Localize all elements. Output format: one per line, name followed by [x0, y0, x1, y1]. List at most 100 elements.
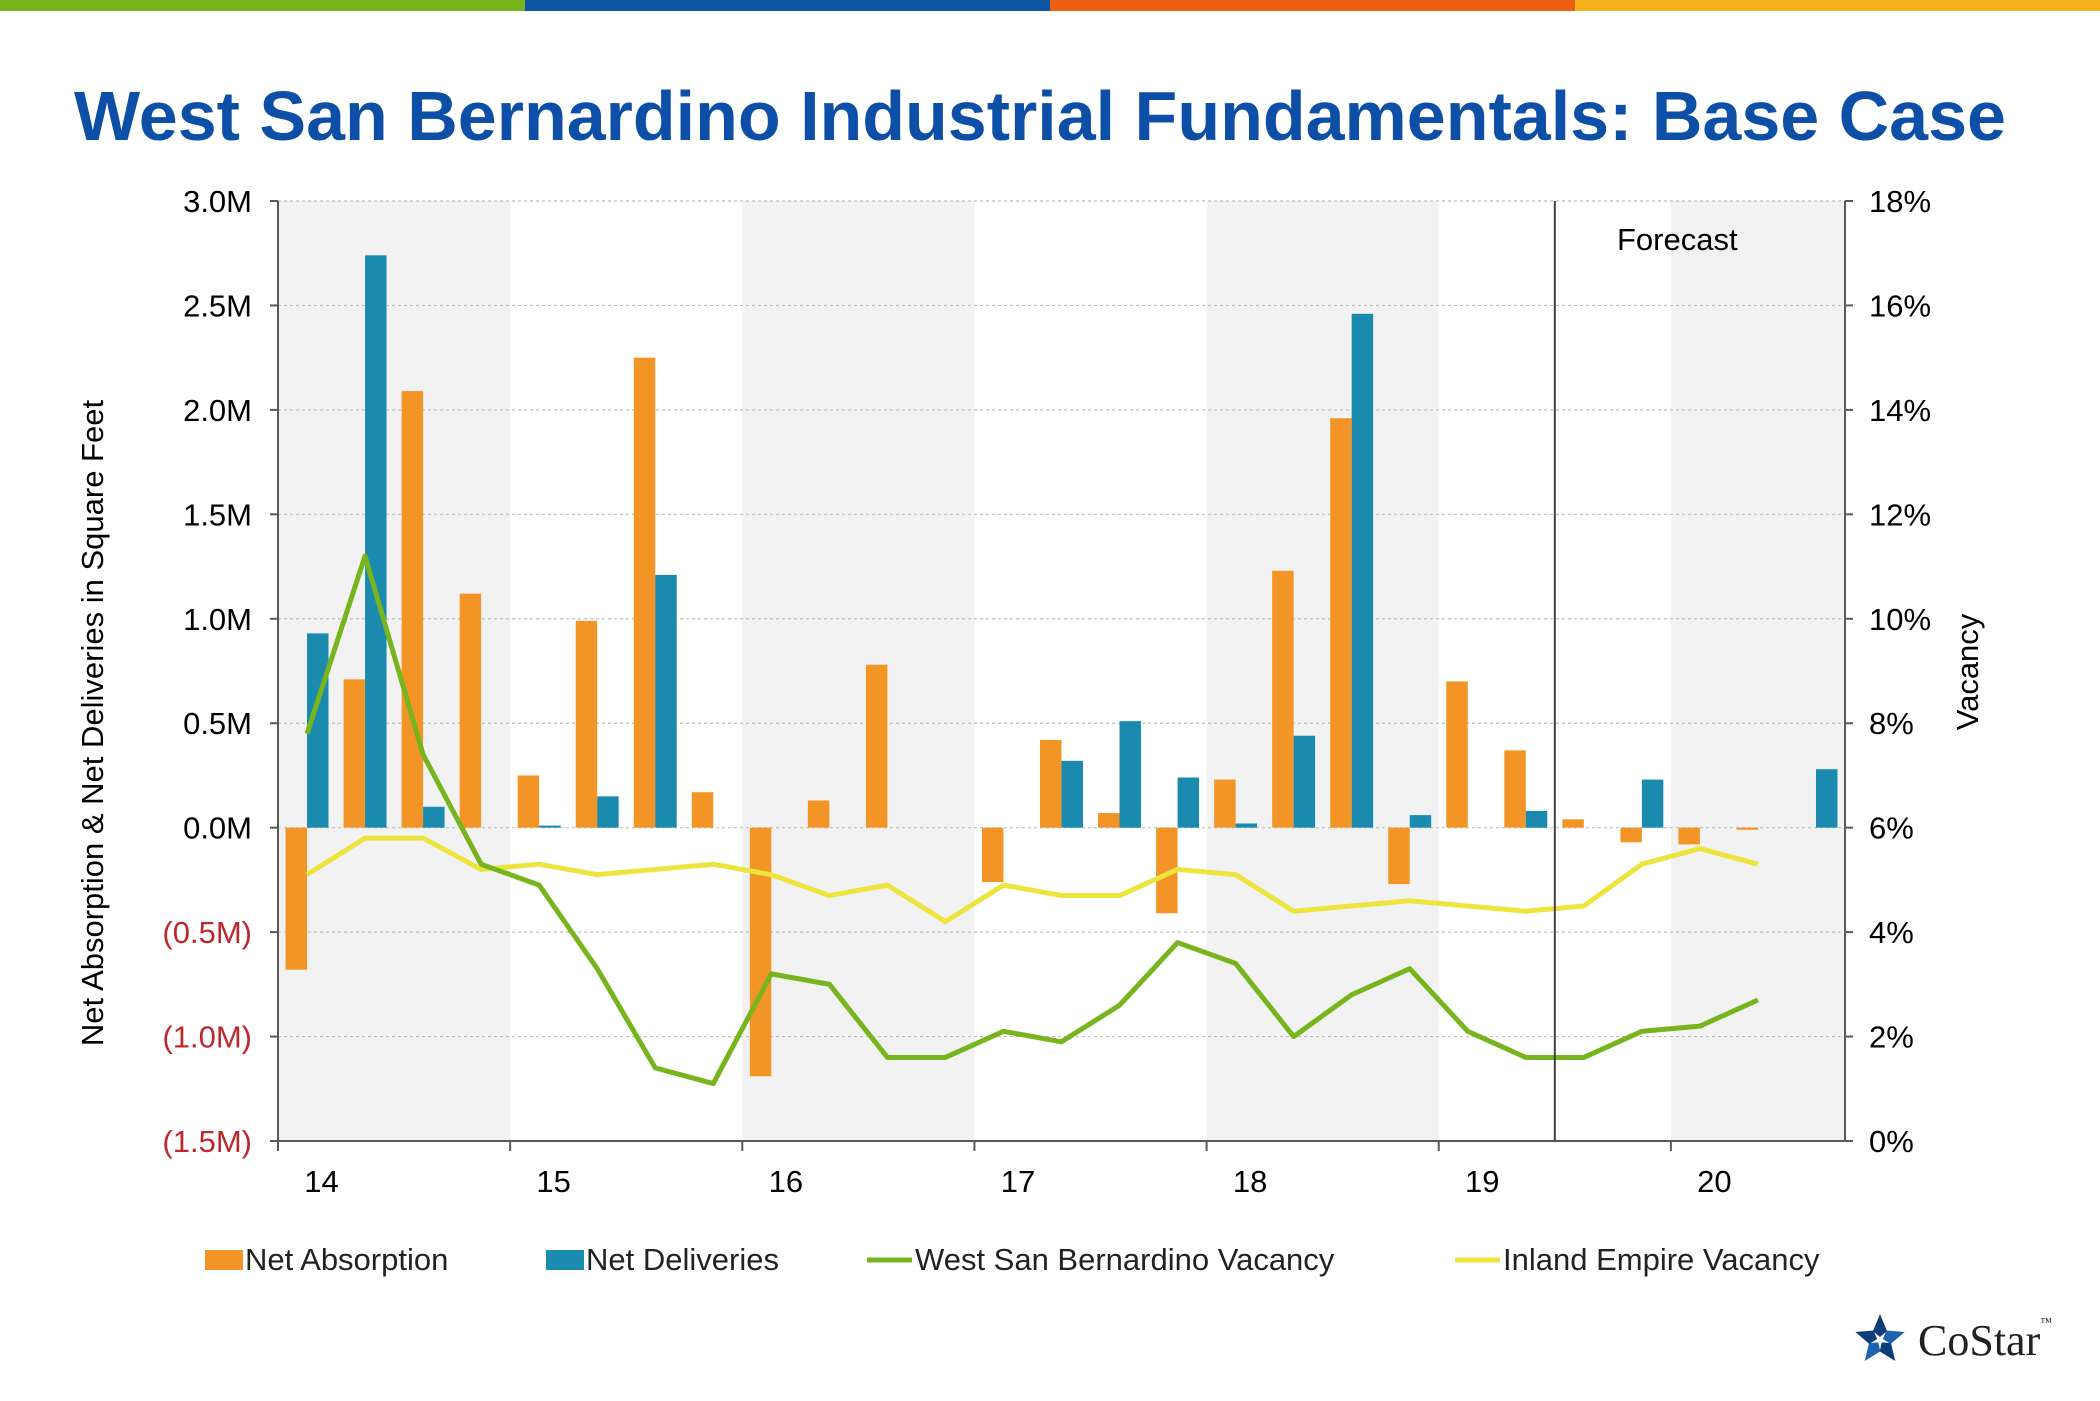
- axes: [270, 200, 1853, 1151]
- y2-tick-label: 18%: [1869, 184, 1931, 219]
- y2-tick-label: 0%: [1869, 1124, 1914, 1159]
- y-tick-label: (0.5M): [162, 915, 252, 950]
- y-tick-label: (1.5M): [162, 1124, 252, 1159]
- gridlines: [278, 200, 1845, 1142]
- net-absorption-bar: [1214, 779, 1236, 828]
- year-band: [742, 201, 975, 1141]
- net-absorption-bar: [633, 357, 656, 828]
- costar-wordmark: CoStar™: [1918, 1315, 2052, 1366]
- x-tick-label: 17: [1001, 1164, 1035, 1199]
- inland-empire-vacancy-line: [305, 835, 1759, 925]
- net-deliveries-bar: [1815, 769, 1838, 828]
- net-absorption-bar: [1040, 739, 1062, 828]
- top-bar-orange: [1050, 0, 1575, 11]
- net-absorption-bar: [401, 391, 424, 828]
- net-absorption-bar: [981, 827, 1004, 882]
- net-deliveries-bar: [1525, 810, 1548, 828]
- legend: Net Absorption Net Deliveries West San Ber…: [205, 1242, 1820, 1277]
- net-deliveries-bar: [1177, 777, 1200, 828]
- y2-axis-label: Vacancy: [1950, 613, 1985, 730]
- y-tick-label: 1.5M: [183, 497, 252, 532]
- x-tick-label: 14: [304, 1164, 338, 1199]
- west-sb-vacancy-line: [304, 553, 1759, 1087]
- y-tick-label: 3.0M: [183, 184, 252, 219]
- net-deliveries-bar: [1409, 815, 1432, 828]
- year-band: [1206, 201, 1439, 1141]
- net-deliveries-bar: [423, 806, 445, 828]
- top-bar-blue: [525, 0, 1050, 11]
- y-axis-label: Net Absorption & Net Deliveries in Squar…: [75, 400, 110, 1047]
- net-absorption-bar: [1330, 418, 1352, 828]
- x-tick-label: 19: [1465, 1164, 1499, 1199]
- forecast-label: Forecast: [1617, 222, 1738, 257]
- y2-tick-label: 12%: [1869, 497, 1931, 532]
- net-absorption-bar: [1388, 827, 1410, 885]
- year-bands: [278, 201, 1845, 1141]
- costar-star-icon: [1855, 1314, 1905, 1362]
- y2-tick-label: 2%: [1869, 1020, 1914, 1055]
- costar-wordmark-text: CoStar: [1918, 1315, 2041, 1365]
- net-absorption-bar: [459, 593, 482, 828]
- net-absorption-bar: [343, 679, 366, 828]
- y2-tick-label: 6%: [1869, 811, 1914, 846]
- net-absorption-bar: [1098, 813, 1120, 828]
- net-absorption-bar: [575, 620, 598, 828]
- net-absorption-bar: [1504, 750, 1526, 828]
- legend-swatch: [205, 1250, 243, 1270]
- year-band: [1670, 201, 1845, 1141]
- costar-logo: CoStar™: [1852, 1312, 2052, 1368]
- y-tick-label: 0.5M: [183, 706, 252, 741]
- net-deliveries-bar: [365, 255, 387, 828]
- y-tick-label: 2.5M: [183, 288, 252, 323]
- top-bar-green: [0, 0, 525, 11]
- net-absorption-bar: [1562, 819, 1584, 828]
- y-tick-label: 0.0M: [183, 811, 252, 846]
- y-tick-label: (1.0M): [162, 1020, 252, 1055]
- top-bar-yellow: [1575, 0, 2100, 11]
- net-deliveries-bar: [597, 796, 619, 828]
- net-absorption-bar: [1156, 827, 1178, 914]
- y-tick-label: 2.0M: [183, 393, 252, 428]
- net-deliveries-bar: [1061, 760, 1083, 828]
- legend-label: Net Deliveries: [586, 1242, 779, 1277]
- y2-tick-label: 4%: [1869, 915, 1914, 950]
- legend-label: Inland Empire Vacancy: [1503, 1242, 1820, 1277]
- y2-tick-label: 14%: [1869, 393, 1931, 428]
- net-deliveries-bar: [1235, 823, 1258, 828]
- net-deliveries-bar: [1293, 735, 1316, 828]
- net-absorption-bar: [691, 792, 714, 828]
- net-deliveries-bar: [1641, 779, 1664, 828]
- net-absorption-bar: [749, 827, 772, 1077]
- net-absorption-bar: [1446, 681, 1468, 828]
- trademark-mark: ™: [2040, 1314, 2052, 1329]
- legend-label: Net Absorption: [245, 1242, 448, 1277]
- net-absorption-bar: [285, 827, 308, 970]
- y2-tick-label: 8%: [1869, 706, 1914, 741]
- net-deliveries-bar: [1119, 721, 1142, 828]
- net-absorption-bar: [1620, 827, 1642, 843]
- y2-tick-label: 16%: [1869, 288, 1931, 323]
- net-deliveries-bar: [539, 825, 561, 828]
- x-tick-label: 18: [1233, 1164, 1267, 1199]
- y2-tick-label: 10%: [1869, 602, 1931, 637]
- top-color-bar: [0, 0, 2100, 11]
- net-deliveries-bar: [655, 574, 677, 828]
- legend-swatch: [546, 1250, 584, 1270]
- y-tick-label: 1.0M: [183, 602, 252, 637]
- x-tick-label: 16: [769, 1164, 803, 1199]
- tick-labels: (1.5M) (1.0M) (0.5M) 0.0M 0.5M 1.0M 1.5M 2.0M 2.…: [162, 184, 1931, 1199]
- net-absorption-bar: [865, 664, 888, 828]
- net-absorption-bar: [517, 775, 540, 828]
- net-absorption-bar: [1736, 827, 1758, 830]
- legend-label: West San Bernardino Vacancy: [915, 1242, 1335, 1277]
- bar-series: [285, 255, 1838, 1077]
- net-absorption-bar: [1272, 570, 1294, 828]
- line-series: [304, 553, 1759, 1087]
- x-tick-label: 20: [1697, 1164, 1731, 1199]
- x-tick-label: 15: [536, 1164, 570, 1199]
- net-absorption-bar: [807, 800, 830, 828]
- net-deliveries-bar: [1351, 313, 1374, 828]
- chart-title: West San Bernardino Industrial Fundament…: [74, 77, 2006, 155]
- net-absorption-bar: [1678, 827, 1700, 845]
